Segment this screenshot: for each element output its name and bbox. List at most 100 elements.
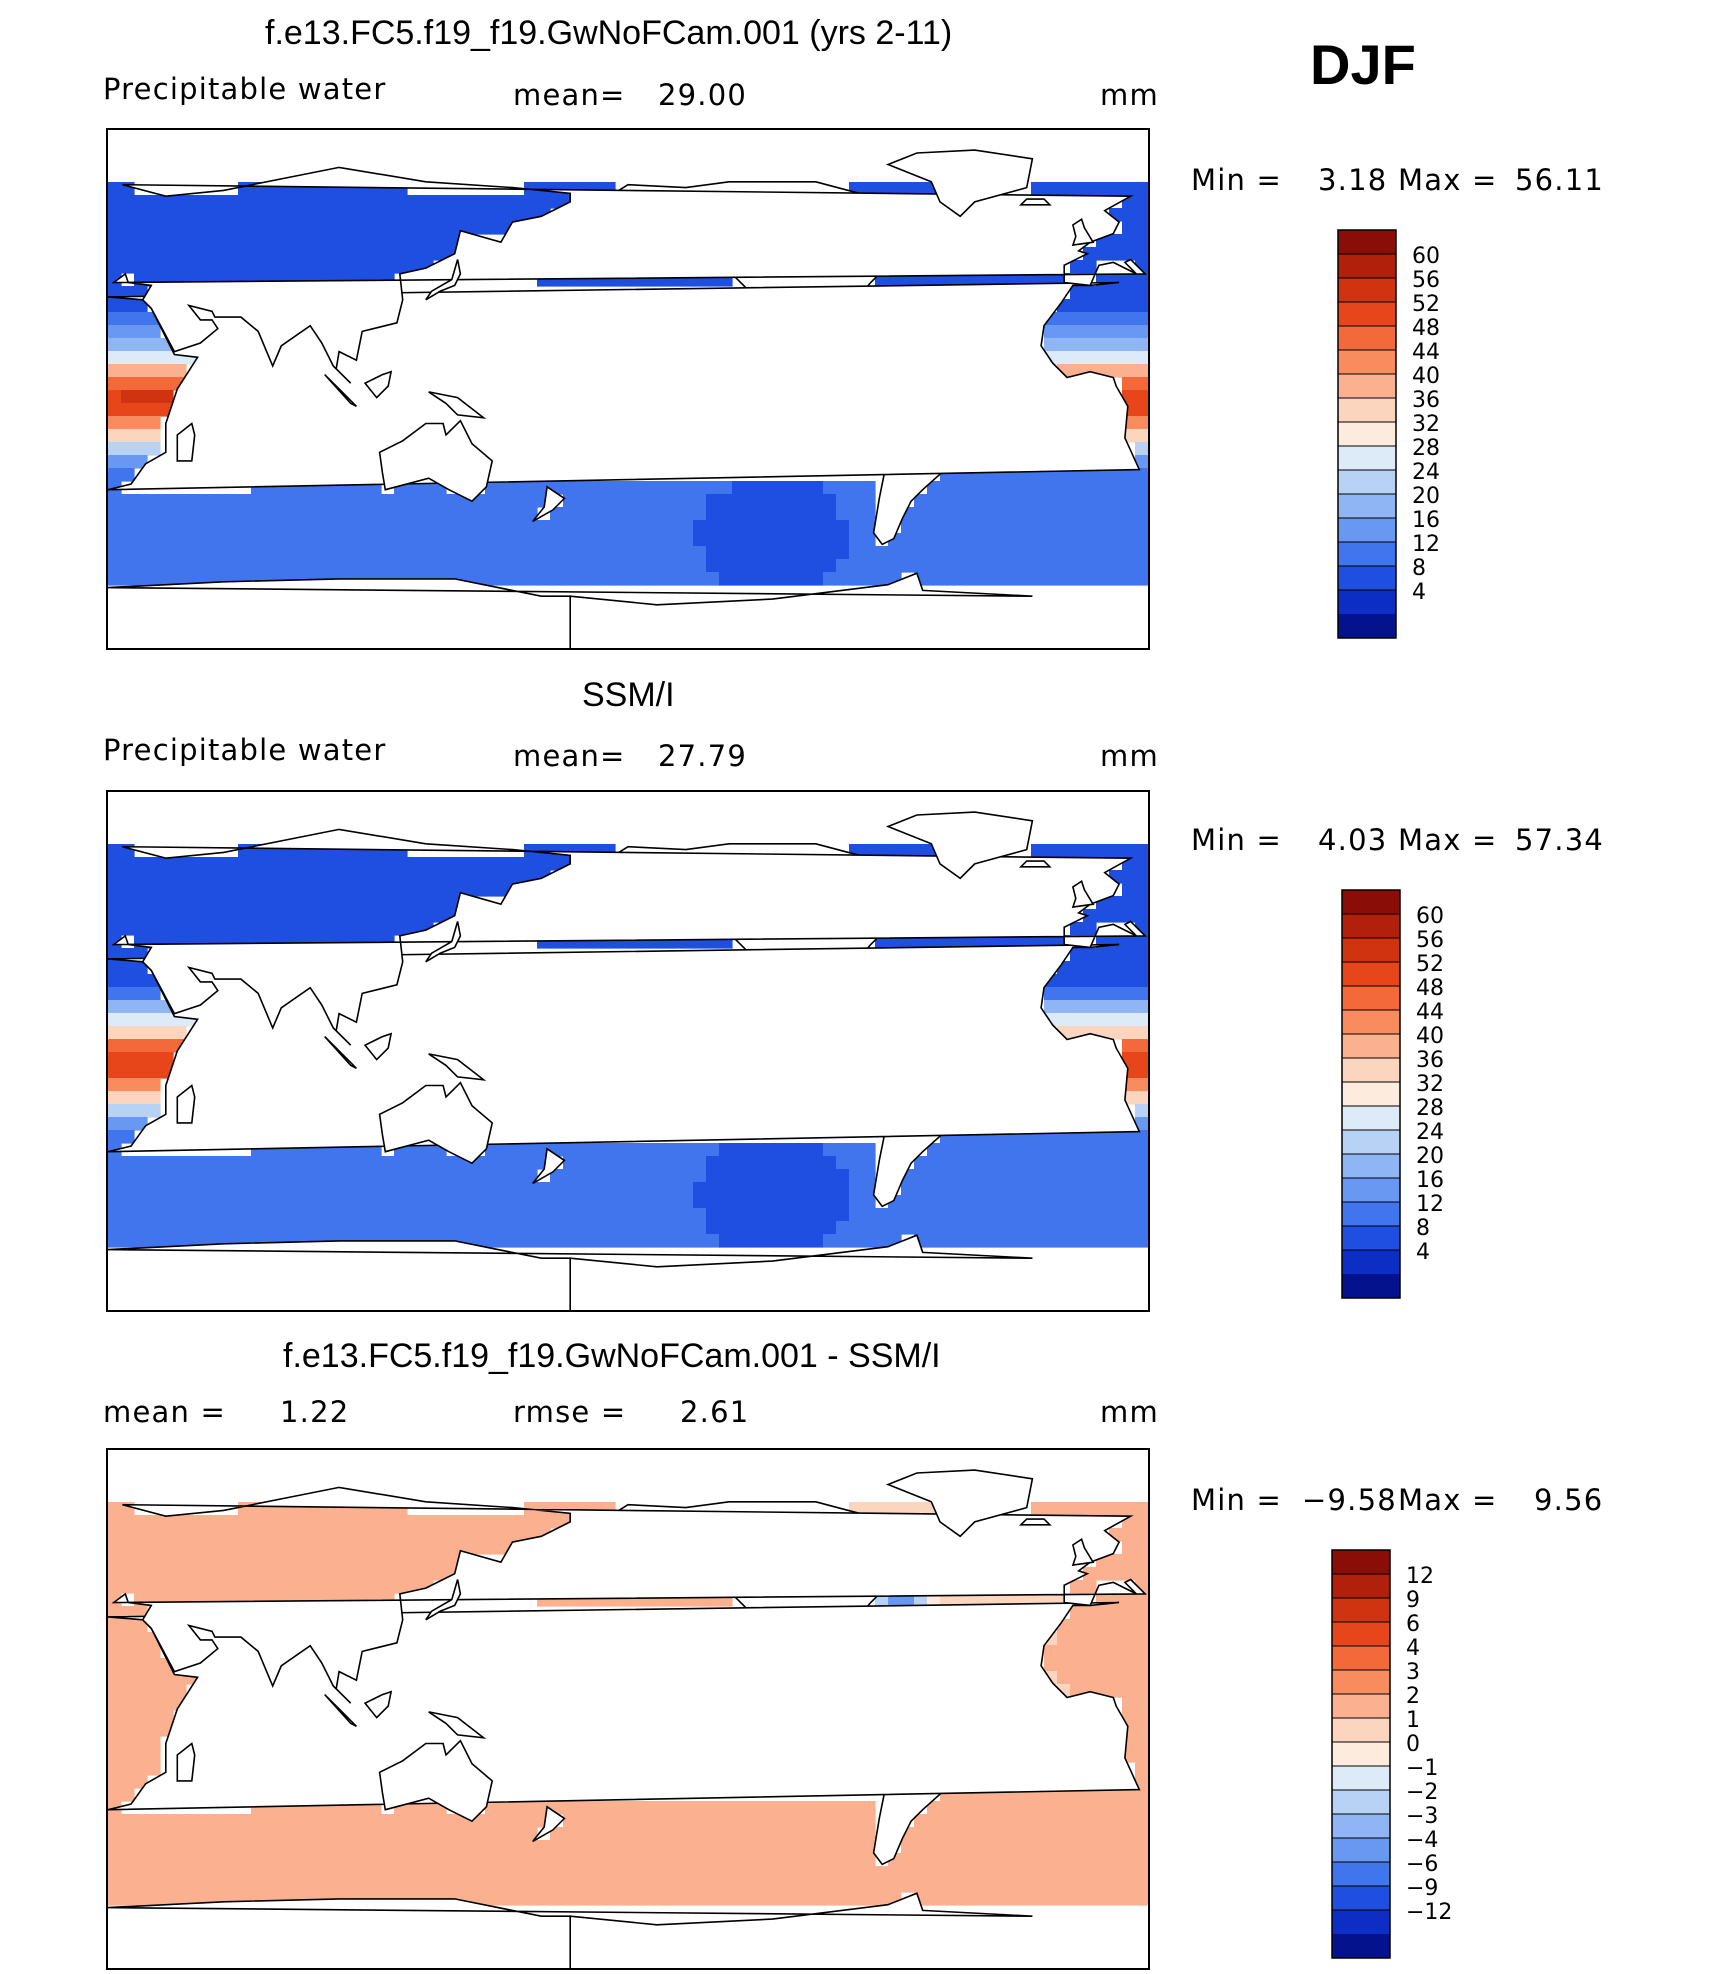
field-cell — [654, 1208, 668, 1222]
field-cell — [225, 1221, 239, 1235]
field-cell — [511, 1208, 525, 1222]
field-cell — [1005, 1866, 1019, 1880]
field-cell — [641, 533, 655, 547]
field-cell — [1122, 338, 1136, 352]
field-cell — [576, 1866, 590, 1880]
field-cell — [1070, 1892, 1084, 1906]
field-cell — [524, 1208, 538, 1222]
field-cell — [498, 1143, 512, 1157]
field-cell — [836, 1853, 850, 1867]
field-cell — [121, 1879, 135, 1893]
field-cell — [1135, 182, 1148, 196]
field-cell — [992, 1840, 1006, 1854]
field-cell — [771, 520, 785, 534]
field-cell — [108, 1710, 122, 1724]
field-cell — [342, 1221, 356, 1235]
field-cell — [940, 1827, 954, 1841]
field-cell — [381, 1840, 395, 1854]
field-cell — [1109, 1182, 1123, 1196]
field-cell — [732, 1195, 746, 1209]
field-cell — [147, 351, 161, 365]
field-cell — [355, 896, 369, 910]
field-cell — [108, 1052, 122, 1066]
field-cell — [745, 1814, 759, 1828]
field-cell — [186, 221, 200, 235]
field-cell — [134, 442, 148, 456]
field-cell — [1122, 559, 1136, 573]
field-cell — [1070, 546, 1084, 560]
field-cell — [407, 1541, 421, 1555]
field-cell — [420, 1840, 434, 1854]
field-cell — [667, 1195, 681, 1209]
field-cell — [615, 1879, 629, 1893]
field-cell — [108, 844, 122, 858]
field-cell — [420, 1143, 434, 1157]
field-cell — [1044, 546, 1058, 560]
field-cell — [823, 546, 837, 560]
field-cell — [472, 857, 486, 871]
field-cell — [823, 559, 837, 573]
field-cell — [355, 559, 369, 573]
field-cell — [1135, 1853, 1148, 1867]
field-cell — [108, 1013, 122, 1027]
field-cell — [823, 507, 837, 521]
field-cell — [264, 234, 278, 248]
field-cell — [1083, 494, 1097, 508]
field-cell — [407, 909, 421, 923]
field-cell — [147, 1554, 161, 1568]
field-cell — [186, 1195, 200, 1209]
field-cell — [667, 1801, 681, 1815]
field-cell — [433, 507, 447, 521]
field-cell — [706, 1234, 720, 1248]
field-cell — [134, 546, 148, 560]
field-cell — [914, 520, 928, 534]
field-cell — [914, 182, 928, 196]
field-cell — [511, 870, 525, 884]
field-cell — [1057, 1853, 1071, 1867]
field-cell — [602, 1221, 616, 1235]
field-cell — [511, 507, 525, 521]
coastline-japan — [425, 921, 462, 963]
field-cell — [1083, 1000, 1097, 1014]
field-cell — [212, 1827, 226, 1841]
field-cell — [927, 1208, 941, 1222]
field-cell — [108, 883, 122, 897]
field-cell — [719, 1814, 733, 1828]
colorbar-box-0-4 — [1338, 326, 1396, 350]
field-cell — [602, 1208, 616, 1222]
field-cell — [147, 1580, 161, 1594]
colorbar-box-1-14 — [1342, 1226, 1400, 1250]
colorbar-label-2-4: 3 — [1406, 1660, 1420, 1685]
field-cell — [784, 1221, 798, 1235]
field-cell — [381, 1169, 395, 1183]
field-cell — [108, 429, 122, 443]
field-cell — [1018, 1182, 1032, 1196]
field-cell — [420, 1221, 434, 1235]
field-cell — [615, 1156, 629, 1170]
field-cell — [498, 857, 512, 871]
field-cell — [121, 974, 135, 988]
field-cell — [1109, 1169, 1123, 1183]
field-cell — [849, 1234, 863, 1248]
field-cell — [511, 208, 525, 222]
field-cell — [1083, 507, 1097, 521]
field-cell — [862, 1221, 876, 1235]
field-cell — [147, 987, 161, 1001]
field-cell — [1044, 325, 1058, 339]
field-cell — [303, 922, 317, 936]
field-cell — [134, 1169, 148, 1183]
field-cell — [394, 1182, 408, 1196]
field-cell — [1096, 1814, 1110, 1828]
field-cell — [602, 1879, 616, 1893]
field-cell — [498, 507, 512, 521]
field-cell — [368, 1814, 382, 1828]
field-cell — [485, 221, 499, 235]
field-cell — [862, 1879, 876, 1893]
field-cell — [277, 533, 291, 547]
field-cell — [108, 182, 122, 196]
field-cell — [1070, 1801, 1084, 1815]
field-cell — [1135, 1013, 1148, 1027]
field-cell — [121, 1853, 135, 1867]
field-cell — [758, 533, 772, 547]
field-cell — [485, 1515, 499, 1529]
